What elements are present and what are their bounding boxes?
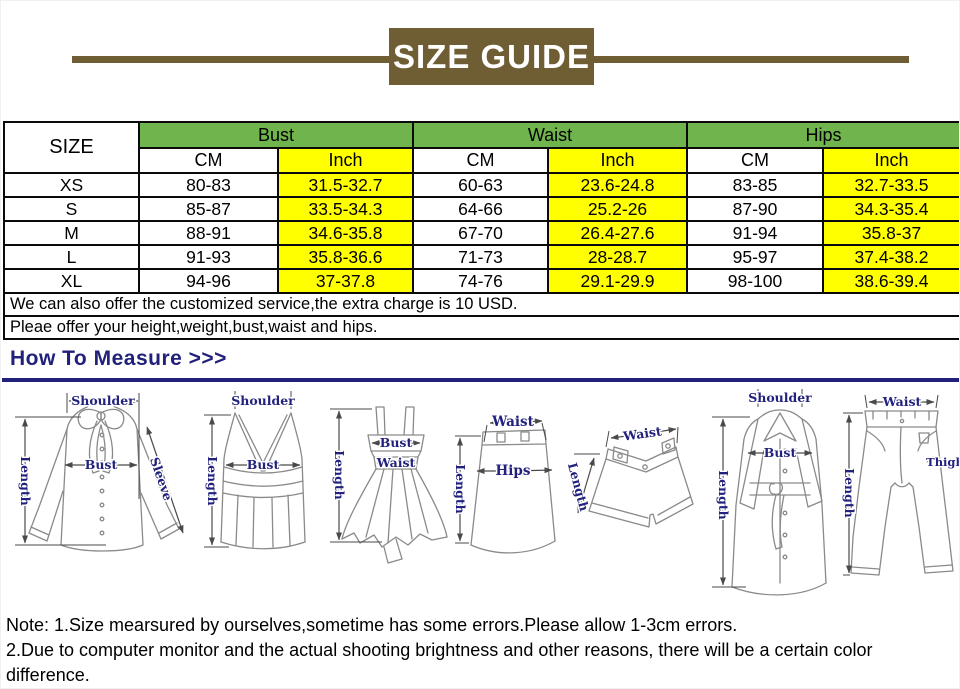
tank-shoulder-label: Shoulder [231,393,295,408]
col-group-waist: Waist [412,121,688,149]
size-cell: XS [3,172,140,198]
blouse-bust-label: Bust [85,457,118,472]
size-cell: L [3,244,140,270]
diagram-jeans: Waist Length Thigh [841,393,960,576]
table-unit-header-row: CM Inch CM Inch CM Inch [4,147,959,174]
provide-measurements-note: Pleae offer your height,weight,bust,wais… [2,315,959,340]
waist-cm-cell: 64-66 [412,196,549,222]
shorts-length-label: Length [565,461,592,513]
table-row-s: S 85-87 33.5-34.3 64-66 25.2-26 87-90 34… [3,196,959,222]
table-measurements-note-row: Pleae offer your height,weight,bust,wais… [2,315,959,340]
bust-cm-cell: 88-91 [138,220,279,246]
jeans-thigh-label: Thigh [926,455,960,469]
dress-bust-label: Bust [380,435,413,450]
tank-bust-label: Bust [247,457,280,472]
size-table-wrapper: SIZE Bust Waist Hips CM Inch CM Inch CM … [2,121,959,340]
col-group-bust: Bust [138,121,414,149]
table-row-xs: XS 80-83 31.5-32.7 60-63 23.6-24.8 83-85… [3,172,959,198]
bust-inch-cell: 34.6-35.8 [277,220,414,246]
skirt-hips-label: Hips [496,463,531,479]
tank-length-label: Length [205,456,220,505]
hips-cm-cell: 95-97 [686,244,824,270]
table-row-m: M 88-91 34.6-35.8 67-70 26.4-27.6 91-94 … [3,220,959,246]
hips-inch-cell: 34.3-35.4 [821,196,959,222]
diagram-coat: Shoulder Length Bust [712,389,827,596]
bust-inch-header: Inch [277,147,414,174]
bust-inch-cell: 33.5-34.3 [277,196,414,222]
waist-cm-header: CM [412,147,549,174]
jeans-length-label: Length [842,468,857,517]
bust-cm-cell: 80-83 [138,172,279,198]
hips-cm-header: CM [686,147,824,174]
waist-inch-cell: 25.2-26 [547,196,688,222]
size-table: SIZE Bust Waist Hips CM Inch CM Inch CM … [2,121,959,340]
bottom-notes: Note: 1.Size mearsured by ourselves,some… [6,613,958,688]
hips-cm-cell: 98-100 [686,268,824,294]
table-row-l: L 91-93 35.8-36.6 71-73 28-28.7 95-97 37… [3,244,959,270]
hips-inch-cell: 37.4-38.2 [821,244,959,270]
bust-cm-cell: 91-93 [138,244,279,270]
page-title: SIZE GUIDE [392,37,591,75]
blouse-length-label: Length [18,456,33,505]
waist-cm-cell: 60-63 [412,172,549,198]
diagram-shorts: Waist Length [563,422,694,528]
waist-cm-cell: 71-73 [412,244,549,270]
bust-cm-cell: 94-96 [138,268,279,294]
hips-inch-header: Inch [821,147,959,174]
waist-cm-cell: 74-76 [412,268,549,294]
hips-inch-cell: 35.8-37 [821,220,959,246]
note-line-2: 2.Due to computer monitor and the actual… [6,640,873,685]
shorts-waist-label: Waist [621,423,663,443]
table-group-header-row: SIZE Bust Waist Hips [3,121,959,174]
waist-inch-cell: 29.1-29.9 [547,268,688,294]
bust-inch-cell: 37-37.8 [277,268,414,294]
waist-inch-cell: 23.6-24.8 [547,172,688,198]
hips-inch-cell: 38.6-39.4 [821,268,959,294]
note-line-1: Note: 1.Size mearsured by ourselves,some… [6,615,738,635]
col-group-hips: Hips [685,121,959,149]
measure-heading-rule [2,378,959,382]
waist-inch-cell: 26.4-27.6 [547,220,688,246]
waist-inch-header: Inch [547,147,688,174]
diagram-skirt: Waist Length Hips [452,413,556,554]
dress-length-label: Length [332,450,347,499]
blouse-sleeve-label: Sleeve [147,455,176,502]
size-column-header: SIZE [3,121,140,174]
waist-inch-cell: 28-28.7 [547,244,688,270]
measure-diagrams: Shoulder Length Bust Sleeve [1,387,960,607]
diagram-tank-top: Shoulder Length Bust [204,391,306,550]
custom-service-note: We can also offer the customized service… [2,292,959,317]
jeans-waist-label: Waist [882,394,922,409]
hips-inch-cell: 32.7-33.5 [821,172,959,198]
bust-inch-cell: 31.5-32.7 [277,172,414,198]
size-cell: S [3,196,140,222]
table-row-xl: XL 94-96 37-37.8 74-76 29.1-29.9 98-100 … [3,268,959,294]
bust-cm-header: CM [138,147,279,174]
coat-length-label: Length [716,470,731,519]
hips-cm-cell: 83-85 [686,172,824,198]
blouse-shoulder-label: Shoulder [71,393,135,408]
size-cell: XL [3,268,140,294]
coat-bust-label: Bust [764,445,797,460]
table-service-note-row: We can also offer the customized service… [2,292,959,317]
waist-cm-cell: 67-70 [412,220,549,246]
how-to-measure-heading: How To Measure >>> [10,347,227,370]
diagram-dress: Length Bust Waist [330,406,448,564]
skirt-length-label: Length [453,464,468,513]
diagram-blouse: Shoulder Length Bust Sleeve [15,392,184,552]
bust-cm-cell: 85-87 [138,196,279,222]
dress-waist-label: Waist [376,455,416,470]
skirt-waist-label: Waist [491,414,534,430]
coat-shoulder-label: Shoulder [748,390,812,405]
hips-cm-cell: 91-94 [686,220,824,246]
hips-cm-cell: 87-90 [686,196,824,222]
bust-inch-cell: 35.8-36.6 [277,244,414,270]
size-cell: M [3,220,140,246]
size-guide-banner: SIZE GUIDE [389,28,594,85]
